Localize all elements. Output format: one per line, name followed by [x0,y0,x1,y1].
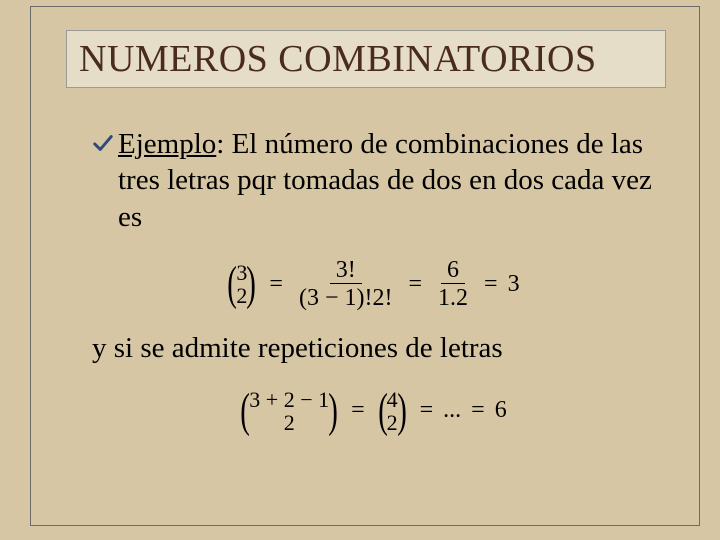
formula-2: ( 3 + 2 − 1 2 ) = ( 4 2 ) = ... = 6 [92,388,652,434]
formula2-result: 6 [495,397,507,424]
checkmark-icon [92,132,114,154]
frac2-den: 1.2 [432,284,474,311]
example-label: Ejemplo [118,128,216,160]
binomA-bottom: 2 [284,411,295,434]
lparen-icon: ( [378,392,388,430]
binomA-top: 3 + 2 − 1 [249,388,329,411]
eq: = [471,397,485,424]
lparen-icon: ( [240,392,250,430]
rparen-icon: ) [397,392,407,430]
frac2-num: 6 [441,257,465,284]
bullet-item: Ejemplo: El número de combinaciones de l… [92,126,652,235]
slide-content: Ejemplo: El número de combinaciones de l… [92,126,652,452]
eq: = [351,397,365,424]
binomB-top: 4 [387,388,398,411]
title-bar: NUMEROS COMBINATORIOS [66,30,666,88]
lparen-icon: ( [228,265,238,303]
frac1-num: 3! [330,257,362,284]
formula1-result: 3 [508,271,520,298]
slide-title: NUMEROS COMBINATORIOS [79,37,597,81]
eq: = [484,271,498,298]
eq: = [269,271,283,298]
binomB-bottom: 2 [387,411,398,434]
paragraph-2: y si se admite repeticiones de letras [92,330,652,366]
frac1-den: (3 − 1)!2! [293,284,399,311]
eq: = [420,397,434,424]
formula-1: ( 3 2 ) = 3! (3 − 1)!2! = 6 1.2 = 3 [92,257,652,312]
rparen-icon: ) [247,265,257,303]
rparen-icon: ) [328,392,338,430]
example-sep: : [216,128,231,160]
dots: ... [443,397,461,424]
eq: = [408,271,422,298]
example-paragraph: Ejemplo: El número de combinaciones de l… [118,126,652,235]
